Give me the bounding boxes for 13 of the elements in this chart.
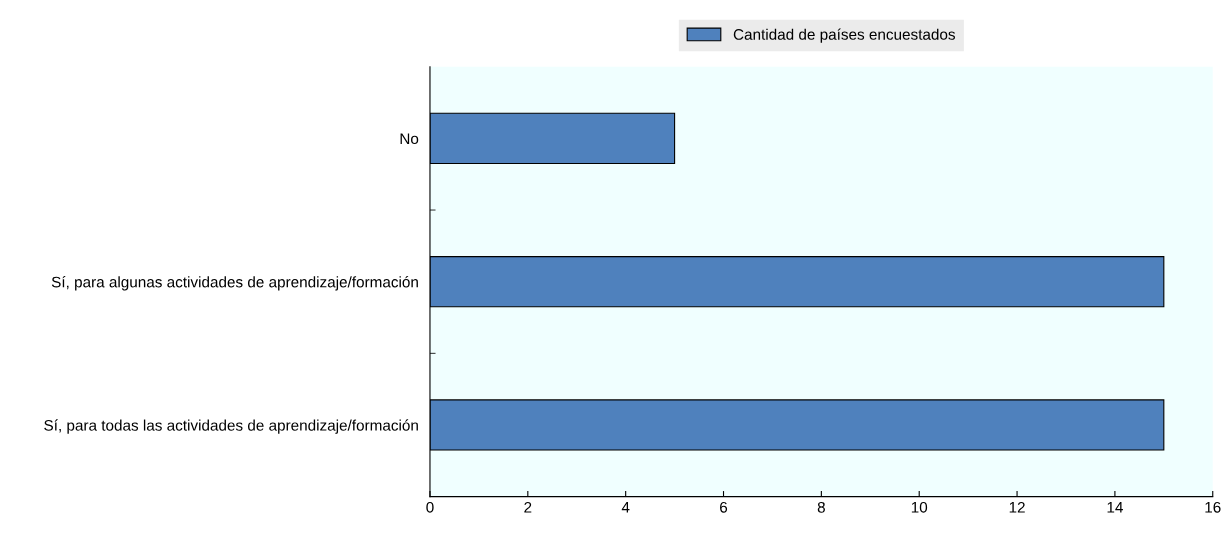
x-tick-label: 12 bbox=[1009, 501, 1025, 513]
x-tick-label: 6 bbox=[720, 501, 728, 513]
y-tick-label: No bbox=[400, 133, 419, 145]
y-tick-label: Sí, para todas las actividades de aprendizaje/formación bbox=[44, 419, 418, 434]
x-tick-label: 8 bbox=[817, 501, 825, 513]
x-tick-label: 0 bbox=[426, 501, 434, 513]
y-tick-label: Sí, para algunas actividades de aprendizaje/formación bbox=[51, 276, 418, 291]
x-tick-label: 4 bbox=[621, 502, 630, 513]
x-tick-label: 2 bbox=[524, 501, 532, 513]
x-tick-label: 10 bbox=[911, 501, 928, 513]
x-tick-label: 14 bbox=[1107, 502, 1123, 513]
x-tick-label: 16 bbox=[1205, 501, 1221, 513]
legend-label: Cantidad de países encuestados bbox=[733, 28, 955, 43]
